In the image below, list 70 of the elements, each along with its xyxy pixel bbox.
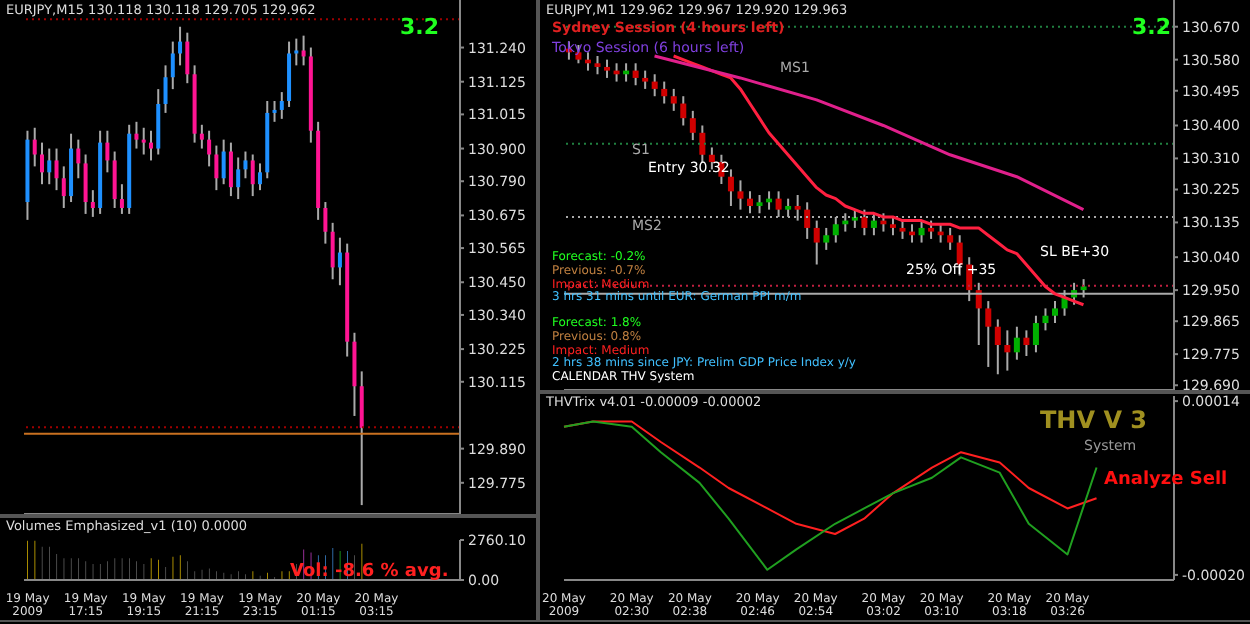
candlestick (352, 331, 357, 417)
candlestick (359, 370, 364, 507)
candlestick (737, 179, 744, 211)
candlestick (947, 226, 954, 251)
candlestick (604, 58, 611, 79)
candlestick (105, 129, 110, 174)
candlestick (47, 147, 52, 186)
candlestick (257, 162, 262, 192)
candlestick (642, 69, 649, 90)
candlestick (54, 147, 59, 192)
candlestick (199, 123, 204, 150)
line-series (653, 54, 1085, 212)
candlestick (632, 62, 639, 87)
candlestick (1013, 325, 1020, 361)
candlestick (699, 124, 706, 164)
candlestick (1042, 307, 1049, 332)
candlestick (1004, 329, 1011, 372)
candlestick (985, 300, 992, 368)
candlestick (337, 236, 342, 287)
candlestick (170, 40, 175, 91)
candlestick (889, 215, 896, 237)
candlestick (39, 141, 44, 186)
candlestick (813, 219, 820, 266)
candlestick (207, 129, 212, 168)
candlestick (250, 153, 255, 198)
candlestick (279, 91, 284, 120)
candlestick (185, 31, 190, 85)
candlestick (134, 120, 139, 150)
candlestick (214, 144, 219, 192)
candlestick (918, 219, 925, 244)
candlestick (141, 126, 146, 156)
candlestick (287, 40, 292, 108)
candlestick (163, 64, 168, 114)
candlestick (83, 153, 88, 215)
candlestick (156, 88, 161, 156)
candlestick (330, 221, 335, 281)
candlestick (69, 132, 74, 204)
candlestick (119, 183, 124, 215)
candlestick (32, 126, 37, 168)
candlestick (1023, 329, 1030, 357)
candlestick (76, 138, 81, 180)
candlestick (236, 156, 241, 201)
candlestick (243, 150, 248, 180)
candlestick (661, 80, 668, 105)
candlestick (994, 318, 1001, 376)
annotation: THV V 3 (1040, 406, 1148, 434)
candlestick (823, 226, 830, 251)
candlestick (747, 190, 753, 215)
candlestick (928, 219, 935, 240)
candlestick (594, 54, 601, 76)
annotation: 3.2 (400, 14, 439, 40)
candlestick (680, 95, 687, 127)
candlestick (727, 168, 734, 207)
candlestick (670, 87, 677, 112)
annotation: Analyze Sell (1104, 470, 1228, 490)
candlestick (61, 165, 66, 209)
candlestick (90, 189, 95, 218)
candlestick (651, 73, 658, 98)
candlestick (178, 25, 183, 67)
annotation: 3.2 (1132, 14, 1171, 40)
candlestick (221, 138, 226, 186)
candlestick (228, 141, 233, 198)
candlestick (689, 109, 696, 142)
candlestick (1052, 300, 1058, 325)
candlestick (148, 129, 153, 162)
candlestick (323, 201, 328, 245)
candlestick (899, 219, 906, 240)
candlestick (1032, 314, 1039, 354)
candlestick (112, 150, 117, 209)
candlestick (272, 100, 277, 123)
